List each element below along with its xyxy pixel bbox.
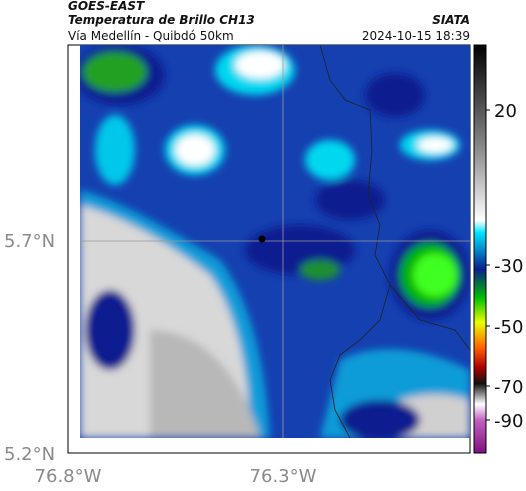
satellite-image bbox=[80, 45, 470, 438]
colorbar-tick-label: -90 bbox=[494, 411, 523, 432]
satellite-title: GOES-EAST bbox=[68, 0, 145, 13]
lat-label: 5.2°N bbox=[4, 444, 55, 465]
colorbar bbox=[473, 44, 487, 454]
timestamp: 2024-10-15 18:39 bbox=[362, 29, 470, 43]
lon-label: 76.3°W bbox=[250, 466, 317, 487]
lat-label: 5.7°N bbox=[4, 231, 55, 252]
lon-label: 76.8°W bbox=[35, 466, 102, 487]
colorbar-tick-label: 20 bbox=[494, 101, 517, 122]
colorbar-ticks bbox=[486, 109, 490, 421]
region-label: Vía Medellín - Quibdó 50km bbox=[68, 29, 234, 43]
colorbar-tick-label: -30 bbox=[494, 256, 523, 277]
source-label: SIATA bbox=[432, 13, 470, 27]
product-title: Temperatura de Brillo CH13 bbox=[68, 13, 255, 27]
colorbar-tick-label: -50 bbox=[494, 317, 523, 338]
colorbar-tick-label: -70 bbox=[494, 377, 523, 398]
